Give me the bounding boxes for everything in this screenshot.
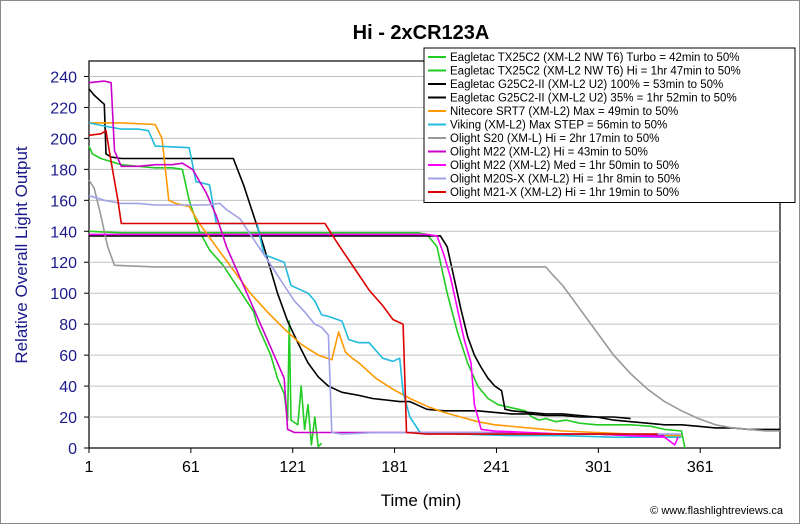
x-tick-label: 301 [585,459,612,476]
legend-box [423,47,796,203]
legend-label-10: Olight M21-X (XM-L2) Hi = 1hr 19min to 5… [450,187,679,199]
axes: 0 20 40 60 80 100 120 140 160 180 200 220 240 1 61 121 1… [50,69,713,476]
x-axis-label: Time (min) [381,491,462,510]
series-line-2 [88,88,631,420]
legend-label-2: Eagletac G25C2-II (XM-L2 U2) 100% = 53mi… [450,79,723,91]
x-tick-label: 1 [85,459,94,476]
x-tick-label: 361 [687,459,714,476]
legend-label-0: Eagletac TX25C2 (XM-L2 NW T6) Turbo = 42… [450,52,739,64]
series-line-6 [88,179,780,432]
legend-label-6: Olight S20 (XM-L) Hi = 2hr 17min to 50% [450,133,659,145]
legend-label-1: Eagletac TX25C2 (XM-L2 NW T6) Hi = 1hr 4… [450,66,741,78]
x-tick-label: 181 [381,459,408,476]
legend-label-8: Olight M22 (XM-L2) Med = 1hr 50min to 50… [450,160,679,172]
y-tick-label: 120 [50,255,77,272]
y-tick-label: 240 [50,69,77,86]
chart-title: Hi - 2xCR123A [353,22,490,44]
legend-label-3: Eagletac G25C2-II (XM-L2 U2) 35% = 1hr 5… [450,93,737,105]
y-tick-label: 140 [50,224,77,241]
y-tick-label: 20 [59,410,77,427]
y-tick-label: 180 [50,162,77,179]
series-layer [88,80,780,449]
y-tick-label: 100 [50,286,77,303]
y-tick-label: 160 [50,193,77,210]
series-line-10 [88,129,658,435]
y-tick-label: 220 [50,100,77,117]
legend-label-9: Olight M20S-X (XM-L2) Hi = 1hr 8min to 5… [450,174,680,186]
legend: Eagletac TX25C2 (XM-L2 NW T6) Turbo = 42… [423,47,796,203]
y-tick-label: 40 [59,379,77,396]
series-line-1 [88,230,686,449]
y-tick-label: 60 [59,348,77,365]
y-tick-label: 0 [68,441,77,458]
y-tick-label: 200 [50,131,77,148]
legend-label-5: Viking (XM-L2) Max STEP = 56min to 50% [450,120,667,132]
legend-label-7: Olight M22 (XM-L2) Hi = 43min to 50% [450,147,648,159]
credit-label: © www.flashlightreviews.ca [650,505,784,517]
x-tick-label: 241 [483,459,510,476]
x-tick-label: 121 [279,459,306,476]
y-axis-label: Relative Overall Light Output [12,146,31,364]
legend-label-4: Nitecore SRT7 (XM-L2) Max = 49min to 50% [450,106,678,118]
x-tick-label: 61 [182,459,200,476]
y-tick-label: 80 [59,317,77,334]
series-line-3 [89,235,780,431]
